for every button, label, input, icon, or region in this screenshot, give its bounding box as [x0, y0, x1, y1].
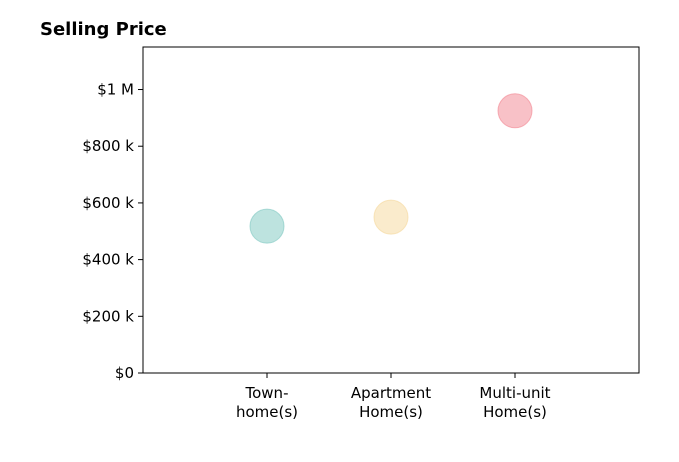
data-point	[373, 199, 409, 235]
y-axis: $0 $200 k $400 k $600 k $800 k $1 M	[82, 81, 143, 382]
y-tick-label: $1 M	[97, 81, 134, 99]
y-tick-label: $800 k	[82, 137, 134, 155]
data-marks	[249, 93, 533, 244]
x-tick-label: Town-home(s)	[236, 384, 298, 421]
x-tick-label: Apartment Home(s)	[351, 384, 431, 421]
y-tick-label: $600 k	[82, 194, 134, 212]
data-point	[497, 93, 533, 129]
y-tick-label: $200 k	[82, 307, 134, 325]
data-point	[249, 208, 285, 244]
y-tick-label: $0	[115, 364, 134, 382]
x-axis: Town-home(s) Apartment Home(s) Multi-unit Ho…	[236, 373, 551, 421]
chart-title: Selling Price	[40, 19, 167, 40]
y-tick-label: $400 k	[82, 251, 134, 269]
x-tick-label: Multi-unit Home(s)	[479, 384, 550, 421]
